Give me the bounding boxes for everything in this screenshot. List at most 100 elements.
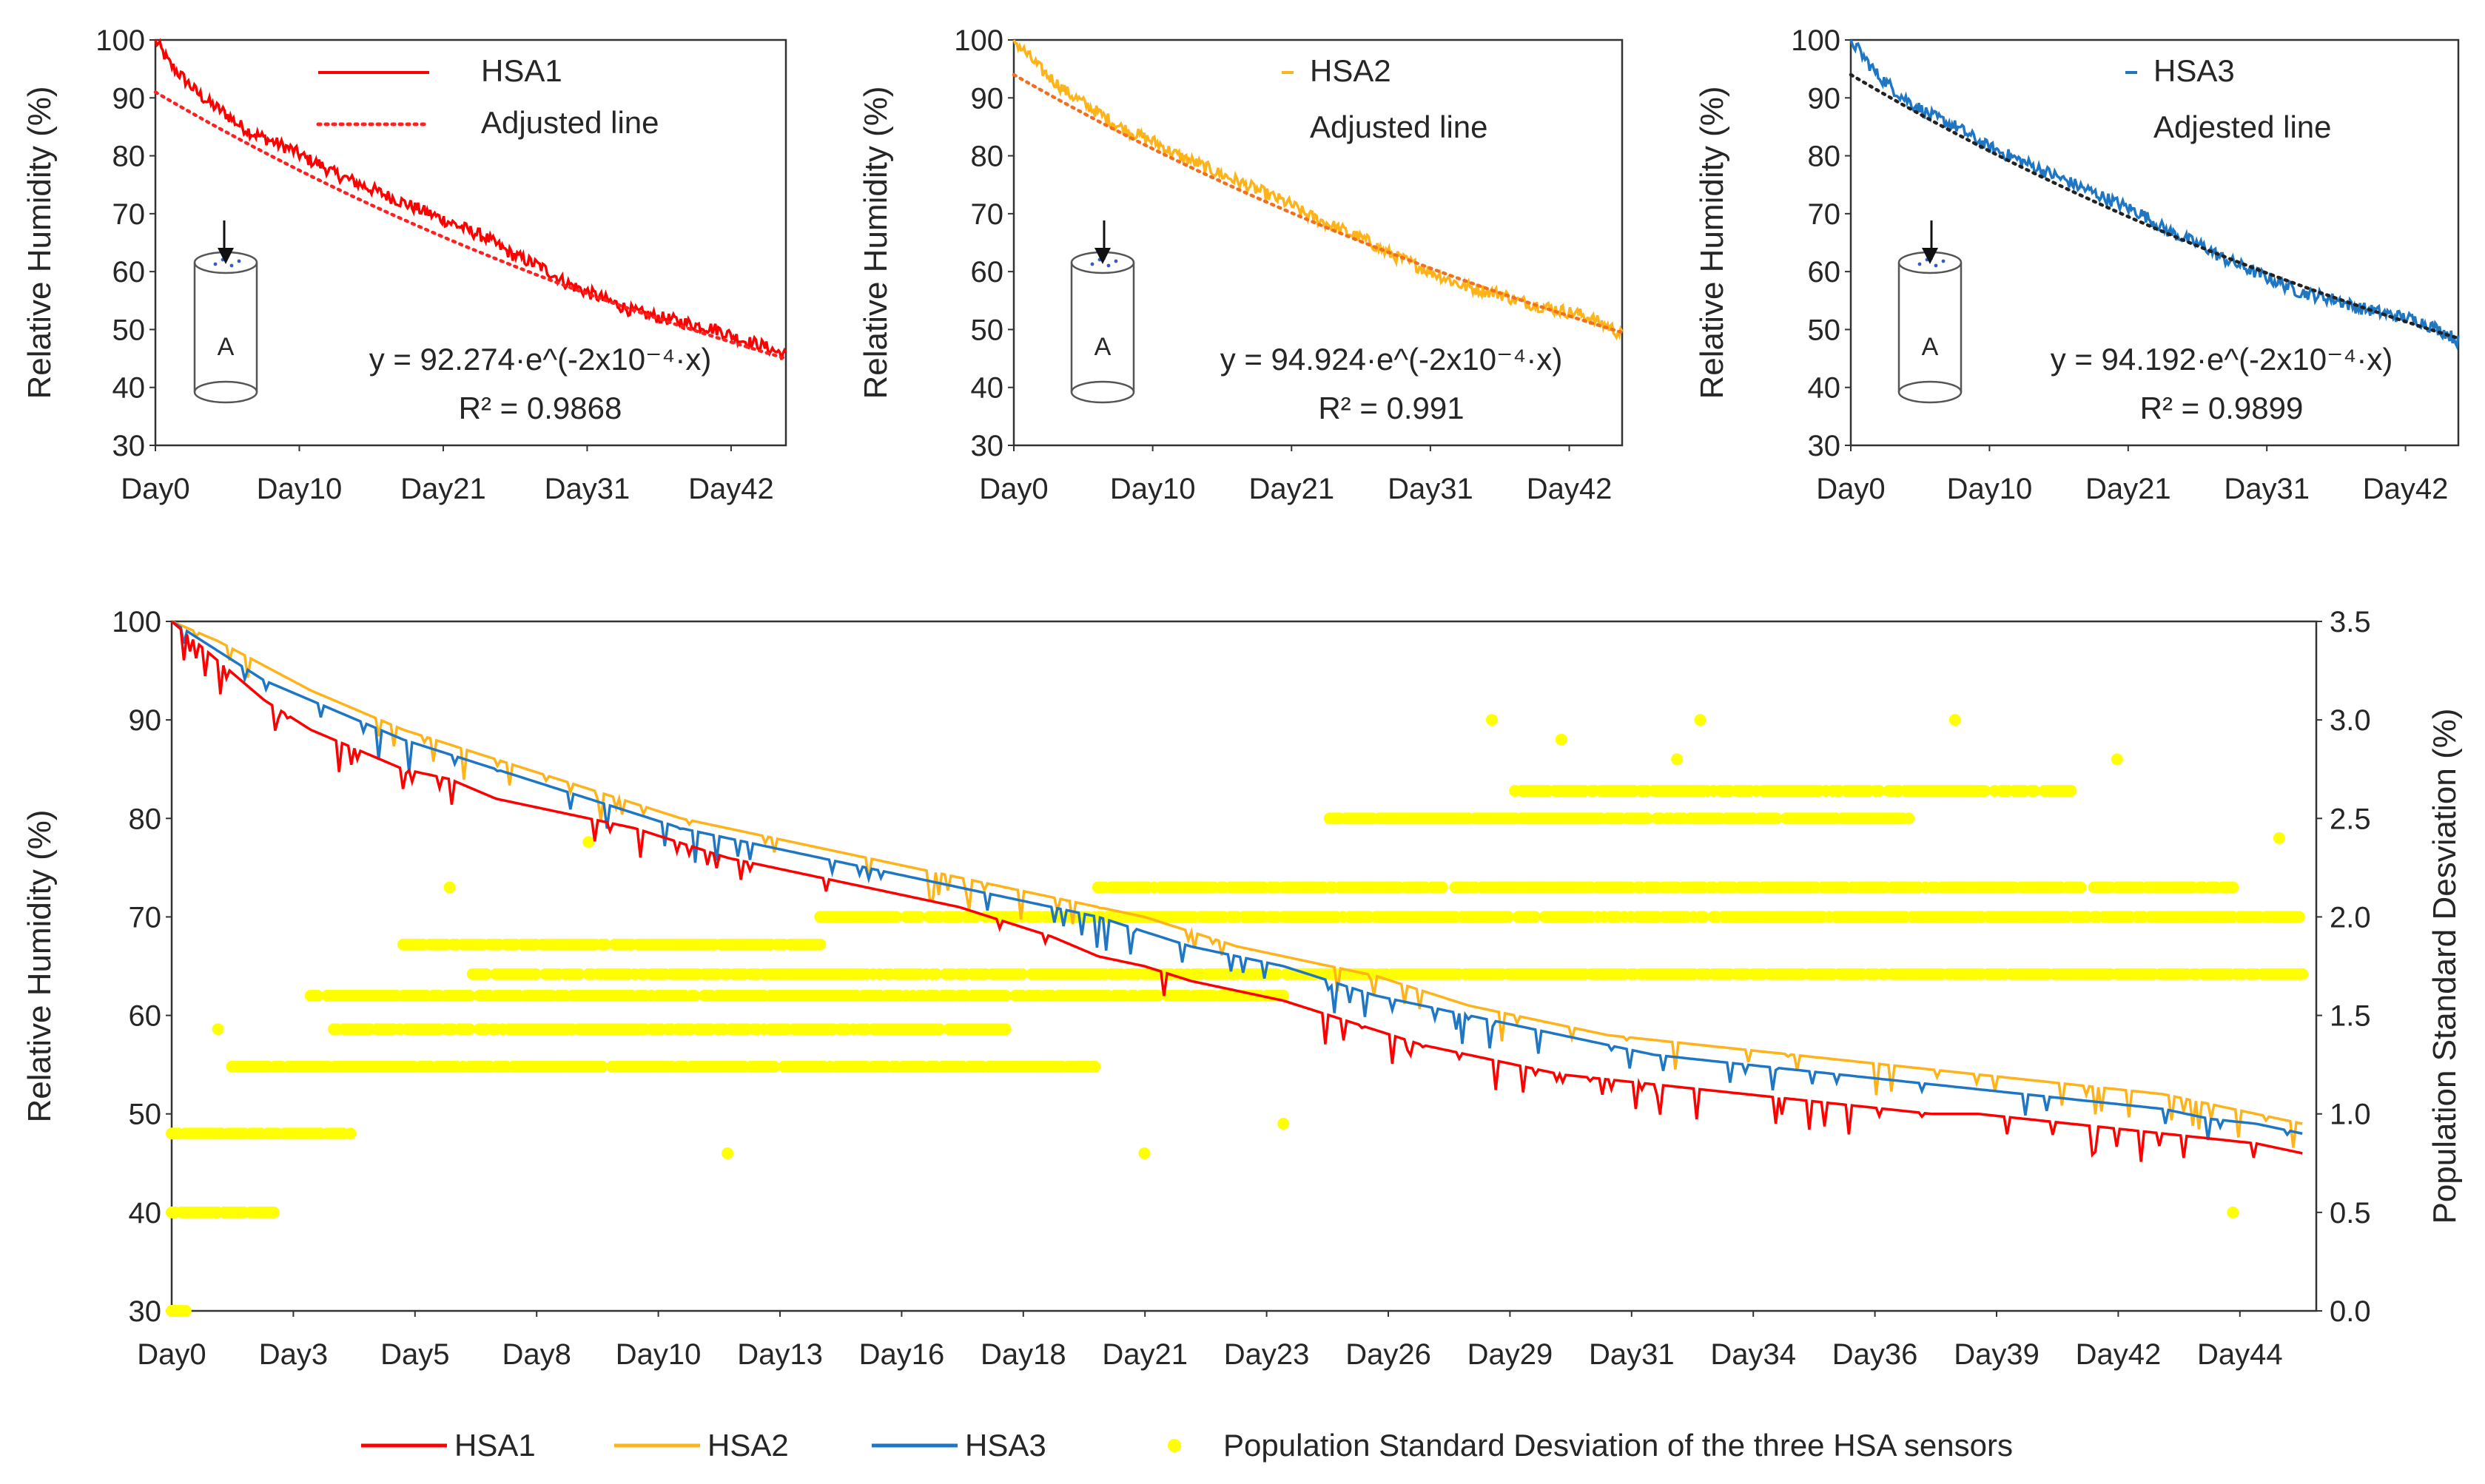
equation-label: y = 94.924·e^(-2x10⁻⁴·x) bbox=[1220, 342, 1563, 377]
std-point bbox=[463, 1023, 476, 1036]
legend-label: HSA1 bbox=[454, 1428, 536, 1463]
y-tick-label: 30 bbox=[129, 1295, 162, 1328]
std-point bbox=[2227, 1206, 2239, 1218]
std-point bbox=[1016, 968, 1028, 980]
std-point bbox=[1770, 812, 1783, 825]
std-point bbox=[1277, 989, 1290, 1002]
x-tick-label: Day42 bbox=[688, 473, 774, 505]
y2-tick-label: 3.0 bbox=[2330, 704, 2371, 737]
arrow-icon bbox=[1922, 248, 1938, 264]
r2-label: R² = 0.991 bbox=[1318, 391, 1464, 425]
std-point bbox=[2028, 785, 2041, 797]
std-point bbox=[1436, 881, 1448, 894]
cylinder-bottom bbox=[1897, 380, 1963, 404]
x-tick-label: Day29 bbox=[1467, 1338, 1553, 1371]
y-tick-label: 60 bbox=[129, 1000, 162, 1033]
y-tick-label: 40 bbox=[1808, 372, 1841, 405]
x-tick-label: Day10 bbox=[1947, 473, 2033, 505]
y-tick-label: 50 bbox=[112, 314, 146, 346]
x-tick-label: Day31 bbox=[1589, 1338, 1675, 1371]
equation-label: y = 92.274·e^(-2x10⁻⁴·x) bbox=[369, 342, 712, 377]
legend-label: HSA1 bbox=[481, 53, 562, 88]
std-point bbox=[1485, 714, 1498, 726]
std-point bbox=[2273, 832, 2285, 844]
sensor-label: A bbox=[1922, 333, 1939, 361]
x-tick-label: Day44 bbox=[2197, 1338, 2283, 1371]
x-tick-label: Day3 bbox=[259, 1338, 328, 1371]
y-tick-label: 100 bbox=[112, 606, 161, 638]
fitted-line bbox=[1849, 72, 2461, 340]
std-point bbox=[2074, 881, 2087, 894]
x-tick-label: Day16 bbox=[859, 1338, 945, 1371]
std-point bbox=[1698, 911, 1709, 923]
x-tick-label: Day36 bbox=[1832, 1338, 1918, 1371]
x-tick-label: Day0 bbox=[979, 473, 1048, 505]
x-tick-label: Day21 bbox=[2085, 473, 2171, 505]
x-tick-label: Day10 bbox=[1110, 473, 1196, 505]
y-tick-label: 70 bbox=[129, 901, 162, 934]
x-tick-label: Day18 bbox=[981, 1338, 1066, 1371]
plot-frame bbox=[1849, 38, 2460, 447]
std-point bbox=[267, 1206, 280, 1218]
sensor-dot bbox=[1941, 259, 1946, 263]
sensor-dot bbox=[1934, 263, 1938, 268]
x-tick-label: Day0 bbox=[137, 1338, 206, 1371]
y-tick-label: 40 bbox=[112, 372, 146, 405]
plot-frame bbox=[154, 38, 787, 447]
legend-swatch-std bbox=[1168, 1439, 1181, 1452]
legend-label: HSA2 bbox=[707, 1428, 789, 1463]
std-point bbox=[2227, 881, 2239, 894]
y-tick-label: 50 bbox=[1808, 314, 1841, 346]
y2-axis-label: Population Standard Desviation (%) bbox=[2427, 708, 2463, 1224]
y-tick-label: 60 bbox=[112, 256, 146, 289]
std-point bbox=[999, 989, 1012, 1002]
y-axis-label: Relative Humidity (%) bbox=[858, 87, 894, 399]
x-tick-label: Day0 bbox=[1816, 473, 1885, 505]
y2-tick-label: 2.0 bbox=[2330, 901, 2371, 934]
x-tick-label: Day42 bbox=[2363, 473, 2449, 505]
std-point bbox=[890, 911, 903, 923]
std-point bbox=[1277, 1118, 1290, 1130]
std-point bbox=[1089, 1060, 1101, 1073]
std-point bbox=[1873, 785, 1885, 797]
x-tick-label: Day34 bbox=[1710, 1338, 1796, 1371]
legend-label: Adjusted line bbox=[1310, 109, 1488, 144]
std-point bbox=[179, 1305, 192, 1317]
std-point bbox=[529, 968, 542, 980]
x-tick-label: Day31 bbox=[545, 473, 631, 505]
y-tick-label: 80 bbox=[129, 803, 162, 835]
sensor-label: A bbox=[1094, 333, 1112, 361]
x-tick-label: Day8 bbox=[502, 1338, 571, 1371]
plot-frame bbox=[1012, 38, 1624, 447]
y-tick-label: 30 bbox=[1808, 430, 1841, 462]
legend-label: Adjusted line bbox=[481, 105, 659, 140]
y-tick-label: 90 bbox=[1808, 82, 1841, 115]
x-tick-label: Day31 bbox=[2224, 473, 2310, 505]
arrow-icon bbox=[1094, 248, 1111, 264]
y2-tick-label: 2.5 bbox=[2330, 803, 2371, 835]
legend-label: Adjested line bbox=[2153, 109, 2332, 144]
x-tick-label: Day21 bbox=[1102, 1338, 1188, 1371]
sensor-dot bbox=[237, 259, 241, 263]
y-tick-label: 90 bbox=[971, 82, 1004, 115]
series-line-hsa3 bbox=[171, 620, 2303, 1141]
series-line-hsa2 bbox=[171, 620, 2303, 1148]
plot-frame bbox=[170, 620, 2318, 1312]
y-tick-label: 80 bbox=[971, 141, 1004, 173]
std-point bbox=[2111, 753, 2123, 766]
legend-label: HSA2 bbox=[1310, 53, 1391, 88]
std-point bbox=[1138, 1147, 1151, 1159]
x-tick-label: Day5 bbox=[380, 1338, 449, 1371]
std-point bbox=[1694, 714, 1706, 726]
std-point bbox=[212, 1023, 224, 1036]
legend-label: HSA3 bbox=[965, 1428, 1046, 1463]
y-tick-label: 60 bbox=[1808, 256, 1841, 289]
series-line-hsa1 bbox=[170, 620, 2303, 1162]
x-tick-label: Day0 bbox=[121, 473, 189, 505]
std-point bbox=[480, 968, 492, 980]
std-point bbox=[572, 968, 585, 980]
fitted-line bbox=[153, 90, 788, 360]
std-point bbox=[344, 1127, 357, 1140]
std-point bbox=[1979, 785, 1991, 797]
std-point bbox=[1671, 753, 1684, 766]
